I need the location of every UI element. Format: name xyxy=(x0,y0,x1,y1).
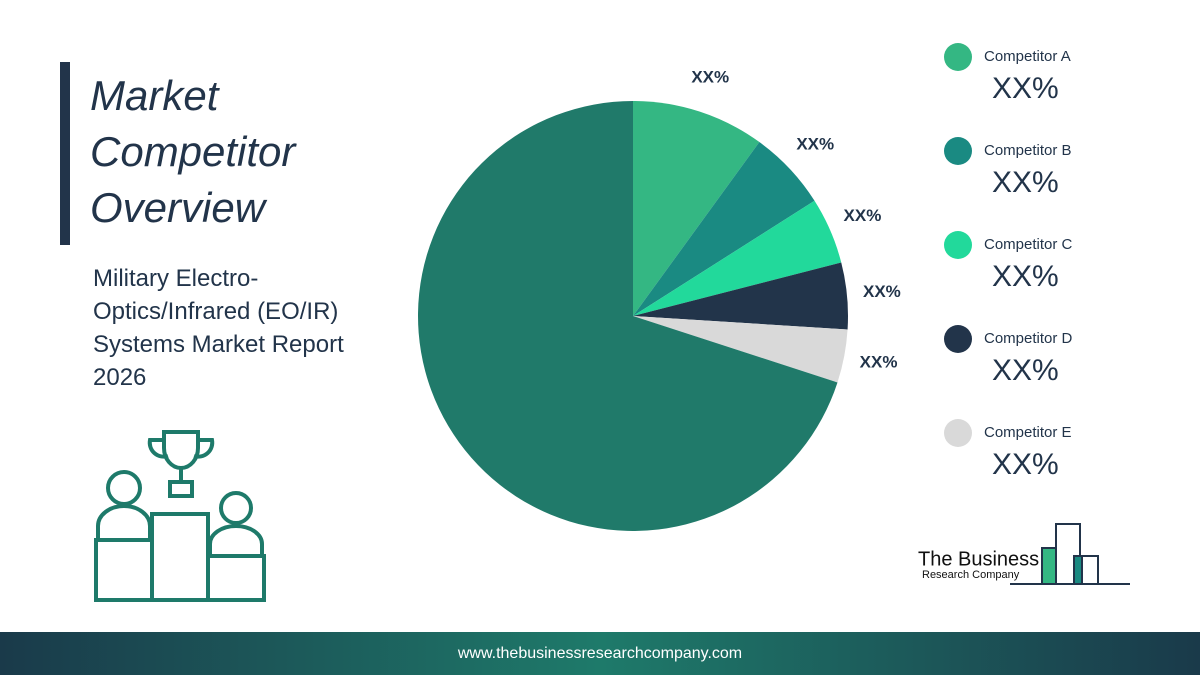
slice-label: XX% xyxy=(844,206,882,225)
slice-label: XX% xyxy=(863,282,901,301)
legend-label: Competitor D xyxy=(984,330,1073,347)
legend-value: XX% xyxy=(992,354,1059,387)
pie-slice xyxy=(633,142,815,316)
legend-label: Competitor E xyxy=(984,424,1072,441)
legend-value: XX% xyxy=(992,166,1059,199)
podium-icon xyxy=(94,430,266,602)
legend-label: Competitor A xyxy=(984,48,1071,65)
logo-subname: Research Company xyxy=(922,569,1020,581)
slice-label: XX% xyxy=(691,68,729,87)
pie-slice xyxy=(633,316,848,383)
legend-swatch xyxy=(944,137,972,165)
legend-value: XX% xyxy=(992,72,1059,105)
title-accent xyxy=(60,62,70,245)
pie-slice xyxy=(633,200,842,316)
pie-slice xyxy=(633,262,848,330)
legend-label: Competitor B xyxy=(984,142,1072,159)
logo-name: The Business xyxy=(918,548,1039,570)
legend-value: XX% xyxy=(992,260,1059,293)
footer-url: www.thebusinessresearchcompany.com xyxy=(0,632,1200,675)
pie-slice xyxy=(633,101,760,316)
logo-mark xyxy=(1010,523,1130,585)
legend-label: Competitor C xyxy=(984,236,1073,253)
pie-slice xyxy=(418,101,838,531)
slice-label: XX% xyxy=(796,134,834,153)
subtitle: Military Electro-Optics/Infrared (EO/IR)… xyxy=(93,265,344,391)
title: Market Competitor Overview xyxy=(90,72,296,231)
slice-label: XX% xyxy=(860,352,898,371)
legend-value: XX% xyxy=(992,448,1059,481)
legend-swatch xyxy=(944,43,972,71)
legend-swatch xyxy=(944,325,972,353)
legend-swatch xyxy=(944,419,972,447)
chart: The Business Research Company XX% XX% XX% X… xyxy=(94,43,1130,602)
legend-swatch xyxy=(944,231,972,259)
